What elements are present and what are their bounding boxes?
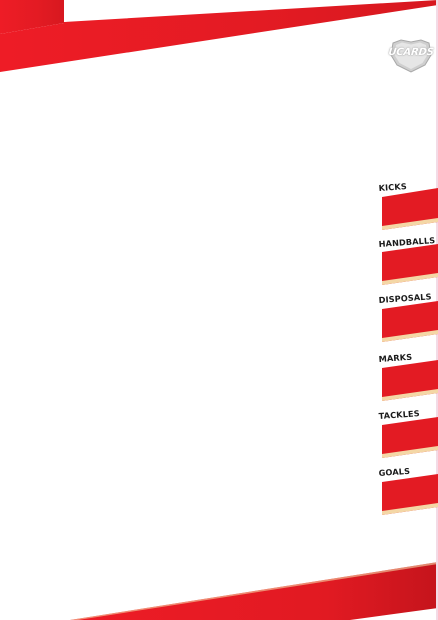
top-red-stripe — [0, 0, 438, 72]
logo-text: UCARDS — [387, 47, 435, 58]
stat-bar-handballs — [382, 244, 438, 285]
stat-tackles: TACKLES — [378, 408, 438, 459]
stat-goals: GOALS — [378, 466, 438, 516]
shield-logo-icon — [390, 39, 432, 73]
stat-marks: MARKS — [378, 352, 438, 402]
stat-bar-marks — [382, 360, 438, 401]
stat-kicks: KICKS — [378, 181, 438, 232]
bottom-cream-line — [70, 562, 438, 620]
stat-bar-kicks — [382, 188, 438, 230]
stat-handballs: HANDBALLS — [378, 235, 438, 286]
stat-disposals: DISPOSALS — [378, 291, 438, 343]
stat-bar-disposals — [382, 301, 438, 342]
ucards-logo: UCARDS — [387, 39, 435, 73]
top-white-notch — [64, 0, 208, 22]
stat-bar-tackles — [382, 417, 438, 458]
top-left-red-banner — [0, 0, 64, 34]
stat-bar-goals — [382, 474, 438, 515]
